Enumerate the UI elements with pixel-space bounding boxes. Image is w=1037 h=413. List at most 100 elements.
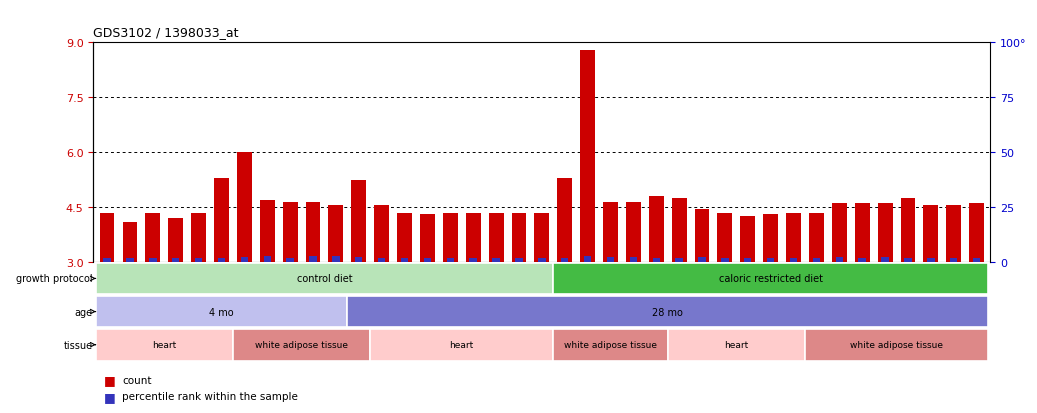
Bar — [721, 259, 729, 262]
Bar — [561, 259, 568, 262]
Bar — [347, 296, 988, 328]
Bar — [488, 213, 504, 262]
Bar — [127, 259, 134, 262]
Bar — [191, 213, 206, 262]
Bar — [607, 258, 614, 262]
Bar — [584, 257, 591, 262]
Bar — [927, 259, 934, 262]
Bar — [854, 204, 870, 262]
Bar — [355, 258, 363, 262]
Bar — [420, 215, 435, 262]
Bar — [672, 198, 686, 262]
Bar — [309, 257, 316, 262]
Bar — [263, 257, 271, 262]
Bar — [283, 202, 298, 262]
Bar — [218, 259, 225, 262]
Bar — [515, 259, 523, 262]
Text: heart: heart — [152, 340, 176, 349]
Text: 28 mo: 28 mo — [652, 307, 683, 317]
Bar — [466, 213, 480, 262]
Bar — [668, 329, 805, 361]
Text: growth protocol: growth protocol — [16, 274, 92, 284]
Bar — [695, 209, 709, 262]
Bar — [786, 213, 801, 262]
Bar — [493, 259, 500, 262]
Bar — [973, 259, 980, 262]
Bar — [675, 259, 682, 262]
Bar — [859, 259, 866, 262]
Bar — [629, 258, 637, 262]
Bar — [604, 202, 618, 262]
Bar — [424, 259, 431, 262]
Text: heart: heart — [450, 340, 474, 349]
Text: tissue: tissue — [63, 340, 92, 350]
Bar — [104, 259, 111, 262]
Text: 4 mo: 4 mo — [209, 307, 233, 317]
Bar — [233, 329, 370, 361]
Bar — [970, 204, 984, 262]
Text: caloric restricted diet: caloric restricted diet — [719, 274, 822, 284]
Text: percentile rank within the sample: percentile rank within the sample — [122, 392, 299, 401]
Bar — [470, 259, 477, 262]
Bar — [923, 206, 938, 262]
Bar — [652, 259, 660, 262]
Bar — [172, 259, 179, 262]
Bar — [877, 204, 893, 262]
Bar — [900, 198, 916, 262]
Bar — [352, 180, 366, 262]
Bar — [557, 178, 572, 262]
Bar — [100, 213, 114, 262]
Bar — [649, 197, 664, 262]
Bar — [122, 222, 137, 262]
Text: control diet: control diet — [297, 274, 353, 284]
Bar — [397, 213, 412, 262]
Bar — [538, 259, 545, 262]
Text: ■: ■ — [104, 390, 115, 403]
Bar — [947, 206, 961, 262]
Bar — [767, 259, 775, 262]
Text: heart: heart — [724, 340, 749, 349]
Bar — [813, 259, 820, 262]
Bar — [370, 329, 554, 361]
Bar — [740, 217, 755, 262]
Bar — [95, 263, 554, 294]
Text: white adipose tissue: white adipose tissue — [850, 340, 943, 349]
Bar — [626, 202, 641, 262]
Bar — [580, 51, 595, 262]
Text: count: count — [122, 375, 151, 385]
Text: GDS3102 / 1398033_at: GDS3102 / 1398033_at — [93, 26, 239, 39]
Bar — [214, 178, 229, 262]
Bar — [805, 329, 988, 361]
Bar — [554, 263, 988, 294]
Bar — [836, 258, 843, 262]
Bar — [145, 213, 161, 262]
Bar — [950, 259, 957, 262]
Text: ■: ■ — [104, 373, 115, 387]
Bar — [374, 206, 389, 262]
Bar — [447, 259, 454, 262]
Bar — [401, 259, 409, 262]
Bar — [832, 204, 847, 262]
Bar — [377, 259, 386, 262]
Bar — [718, 213, 732, 262]
Bar — [790, 259, 797, 262]
Bar — [698, 258, 706, 262]
Bar — [236, 153, 252, 262]
Bar — [195, 259, 202, 262]
Bar — [881, 258, 889, 262]
Bar — [763, 215, 778, 262]
Bar — [241, 258, 248, 262]
Bar — [168, 218, 184, 262]
Bar — [511, 213, 527, 262]
Text: white adipose tissue: white adipose tissue — [564, 340, 657, 349]
Text: white adipose tissue: white adipose tissue — [255, 340, 348, 349]
Bar — [332, 257, 339, 262]
Bar — [534, 213, 550, 262]
Bar — [260, 200, 275, 262]
Bar — [329, 206, 343, 262]
Bar — [95, 296, 347, 328]
Bar — [286, 259, 293, 262]
Bar — [809, 213, 823, 262]
Bar — [306, 202, 320, 262]
Bar — [443, 213, 457, 262]
